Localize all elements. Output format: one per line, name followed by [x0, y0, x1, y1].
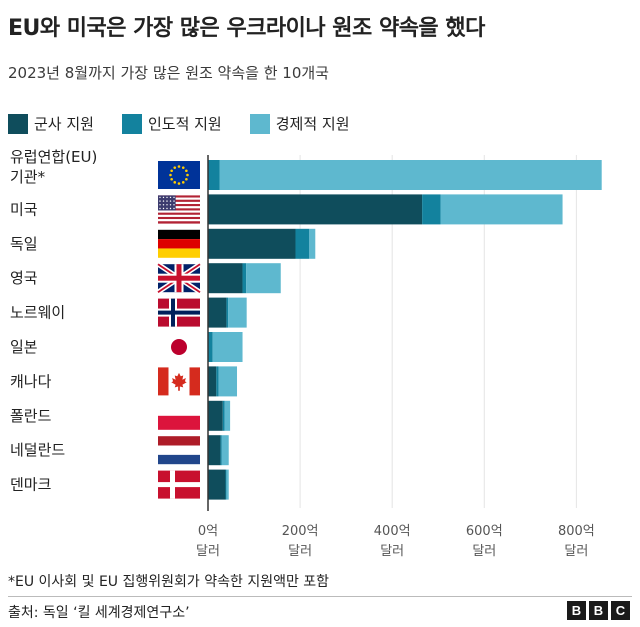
- bar-segment: [226, 469, 229, 500]
- bar-segment: [218, 366, 238, 397]
- legend-label-humanitarian: 인도적 지원: [147, 115, 222, 133]
- category-label-line: 일본: [10, 338, 38, 356]
- bar-segment: [208, 400, 223, 431]
- legend-item-financial: 경제적 지원: [249, 113, 350, 134]
- category-label: 폴란드: [10, 407, 52, 425]
- category-label-line: 덴마크: [10, 476, 51, 494]
- category-label: 캐나다: [10, 372, 52, 390]
- bar-segment: [208, 366, 217, 397]
- norway-flag-icon: [158, 298, 200, 327]
- bar-segment: [422, 194, 441, 225]
- bar-segment: [295, 228, 310, 259]
- legend-item-humanitarian: 인도적 지원: [121, 113, 222, 134]
- bar-segment: [225, 469, 227, 500]
- x-tick-label-line: 600억: [466, 524, 503, 539]
- bbc-logo: B B C: [564, 601, 630, 620]
- x-tick-label-line: 달러: [196, 544, 220, 559]
- category-label: 독일: [10, 235, 38, 253]
- source-note: 출처: 독일 ‘킬 세계경제연구소’: [8, 605, 190, 621]
- bar-segment: [219, 160, 602, 190]
- bar-segment: [208, 469, 226, 500]
- bbc-logo-letter: C: [611, 601, 630, 620]
- bar-segment: [309, 228, 316, 259]
- category-label-line: 캐나다: [10, 372, 52, 390]
- uk-flag-icon: [156, 262, 202, 295]
- bar-segment: [221, 435, 229, 466]
- bbc-logo-letter: B: [567, 601, 586, 620]
- category-label: 유럽연합(EU) 기관*: [10, 148, 97, 186]
- bar-segment: [222, 400, 225, 431]
- bar-segment: [208, 332, 213, 362]
- bar-segment: [226, 297, 229, 328]
- bar-segment: [224, 400, 231, 431]
- bar-segment: [208, 228, 296, 259]
- category-label-line: 미국: [10, 200, 38, 218]
- bar-segment: [242, 263, 247, 294]
- eu-flag-icon: [158, 161, 200, 189]
- category-label-line: 독일: [10, 235, 38, 253]
- canada-flag-icon: [158, 367, 200, 396]
- legend-label-financial: 경제적 지원: [275, 115, 350, 133]
- germany-flag-icon: [158, 229, 200, 258]
- bar-segment: [208, 297, 227, 328]
- legend-item-military: 군사 지원: [8, 113, 94, 134]
- legend-swatch-military: [8, 113, 28, 134]
- bar-segment: [228, 297, 247, 328]
- bar-segment: [216, 366, 219, 397]
- bar-segment: [208, 435, 221, 466]
- category-label: 일본: [10, 338, 38, 356]
- bar-segment: [208, 194, 423, 225]
- bbc-logo-letter: B: [589, 601, 608, 620]
- bar-segment: [208, 160, 220, 190]
- poland-flag-icon: [158, 401, 200, 430]
- category-label-line: 유럽연합(EU): [10, 148, 97, 166]
- page-subtitle: 2023년 8월까지 가장 많은 원조 약속을 한 10개국: [8, 64, 329, 82]
- footer-divider: [8, 596, 632, 597]
- category-label: 영국: [10, 269, 38, 287]
- category-label-line: 폴란드: [10, 407, 52, 425]
- bar-segment: [220, 435, 222, 466]
- us-flag-icon: [158, 195, 200, 224]
- category-label: 미국: [10, 200, 38, 218]
- category-label-line: 기관*: [10, 168, 46, 186]
- bar-segment: [212, 332, 243, 362]
- category-label: 노르웨이: [10, 304, 65, 322]
- stacked-bar-chart: 0억달러200억달러400억달러600억달러800억달러유럽연합(EU)기관*미…: [10, 148, 602, 559]
- legend-swatch-financial: [249, 113, 270, 134]
- chart-legend: 군사 지원 인도적 지원 경제적 지원: [8, 113, 378, 134]
- category-label-line: 영국: [10, 269, 38, 287]
- x-tick-label-line: 200억: [282, 524, 319, 539]
- x-tick-label-line: 800억: [558, 524, 595, 539]
- x-tick-label-line: 400억: [374, 524, 411, 539]
- category-label-line: 네덜란드: [10, 441, 65, 459]
- x-tick-label-line: 0억: [198, 524, 218, 539]
- bar-segment: [246, 263, 281, 294]
- bar-segment: [440, 194, 563, 225]
- category-label: 네덜란드: [10, 441, 65, 459]
- legend-label-military: 군사 지원: [34, 115, 94, 133]
- x-tick-label-line: 달러: [288, 544, 312, 559]
- x-tick-label-line: 달러: [472, 544, 496, 559]
- x-tick-label-line: 달러: [564, 544, 588, 559]
- x-tick-label-line: 달러: [380, 544, 404, 559]
- bar-segment: [208, 263, 243, 294]
- legend-swatch-humanitarian: [121, 113, 142, 134]
- category-label: 덴마크: [10, 476, 51, 494]
- category-label-line: 노르웨이: [10, 304, 65, 322]
- footnote: *EU 이사회 및 EU 집행위원회가 약속한 지원액만 포함: [8, 574, 330, 590]
- denmark-flag-icon: [158, 470, 200, 499]
- page-title: EU와 미국은 가장 많은 우크라이나 원조 약속을 했다: [8, 16, 485, 41]
- japan-flag-icon: [158, 333, 200, 361]
- netherlands-flag-icon: [158, 436, 200, 465]
